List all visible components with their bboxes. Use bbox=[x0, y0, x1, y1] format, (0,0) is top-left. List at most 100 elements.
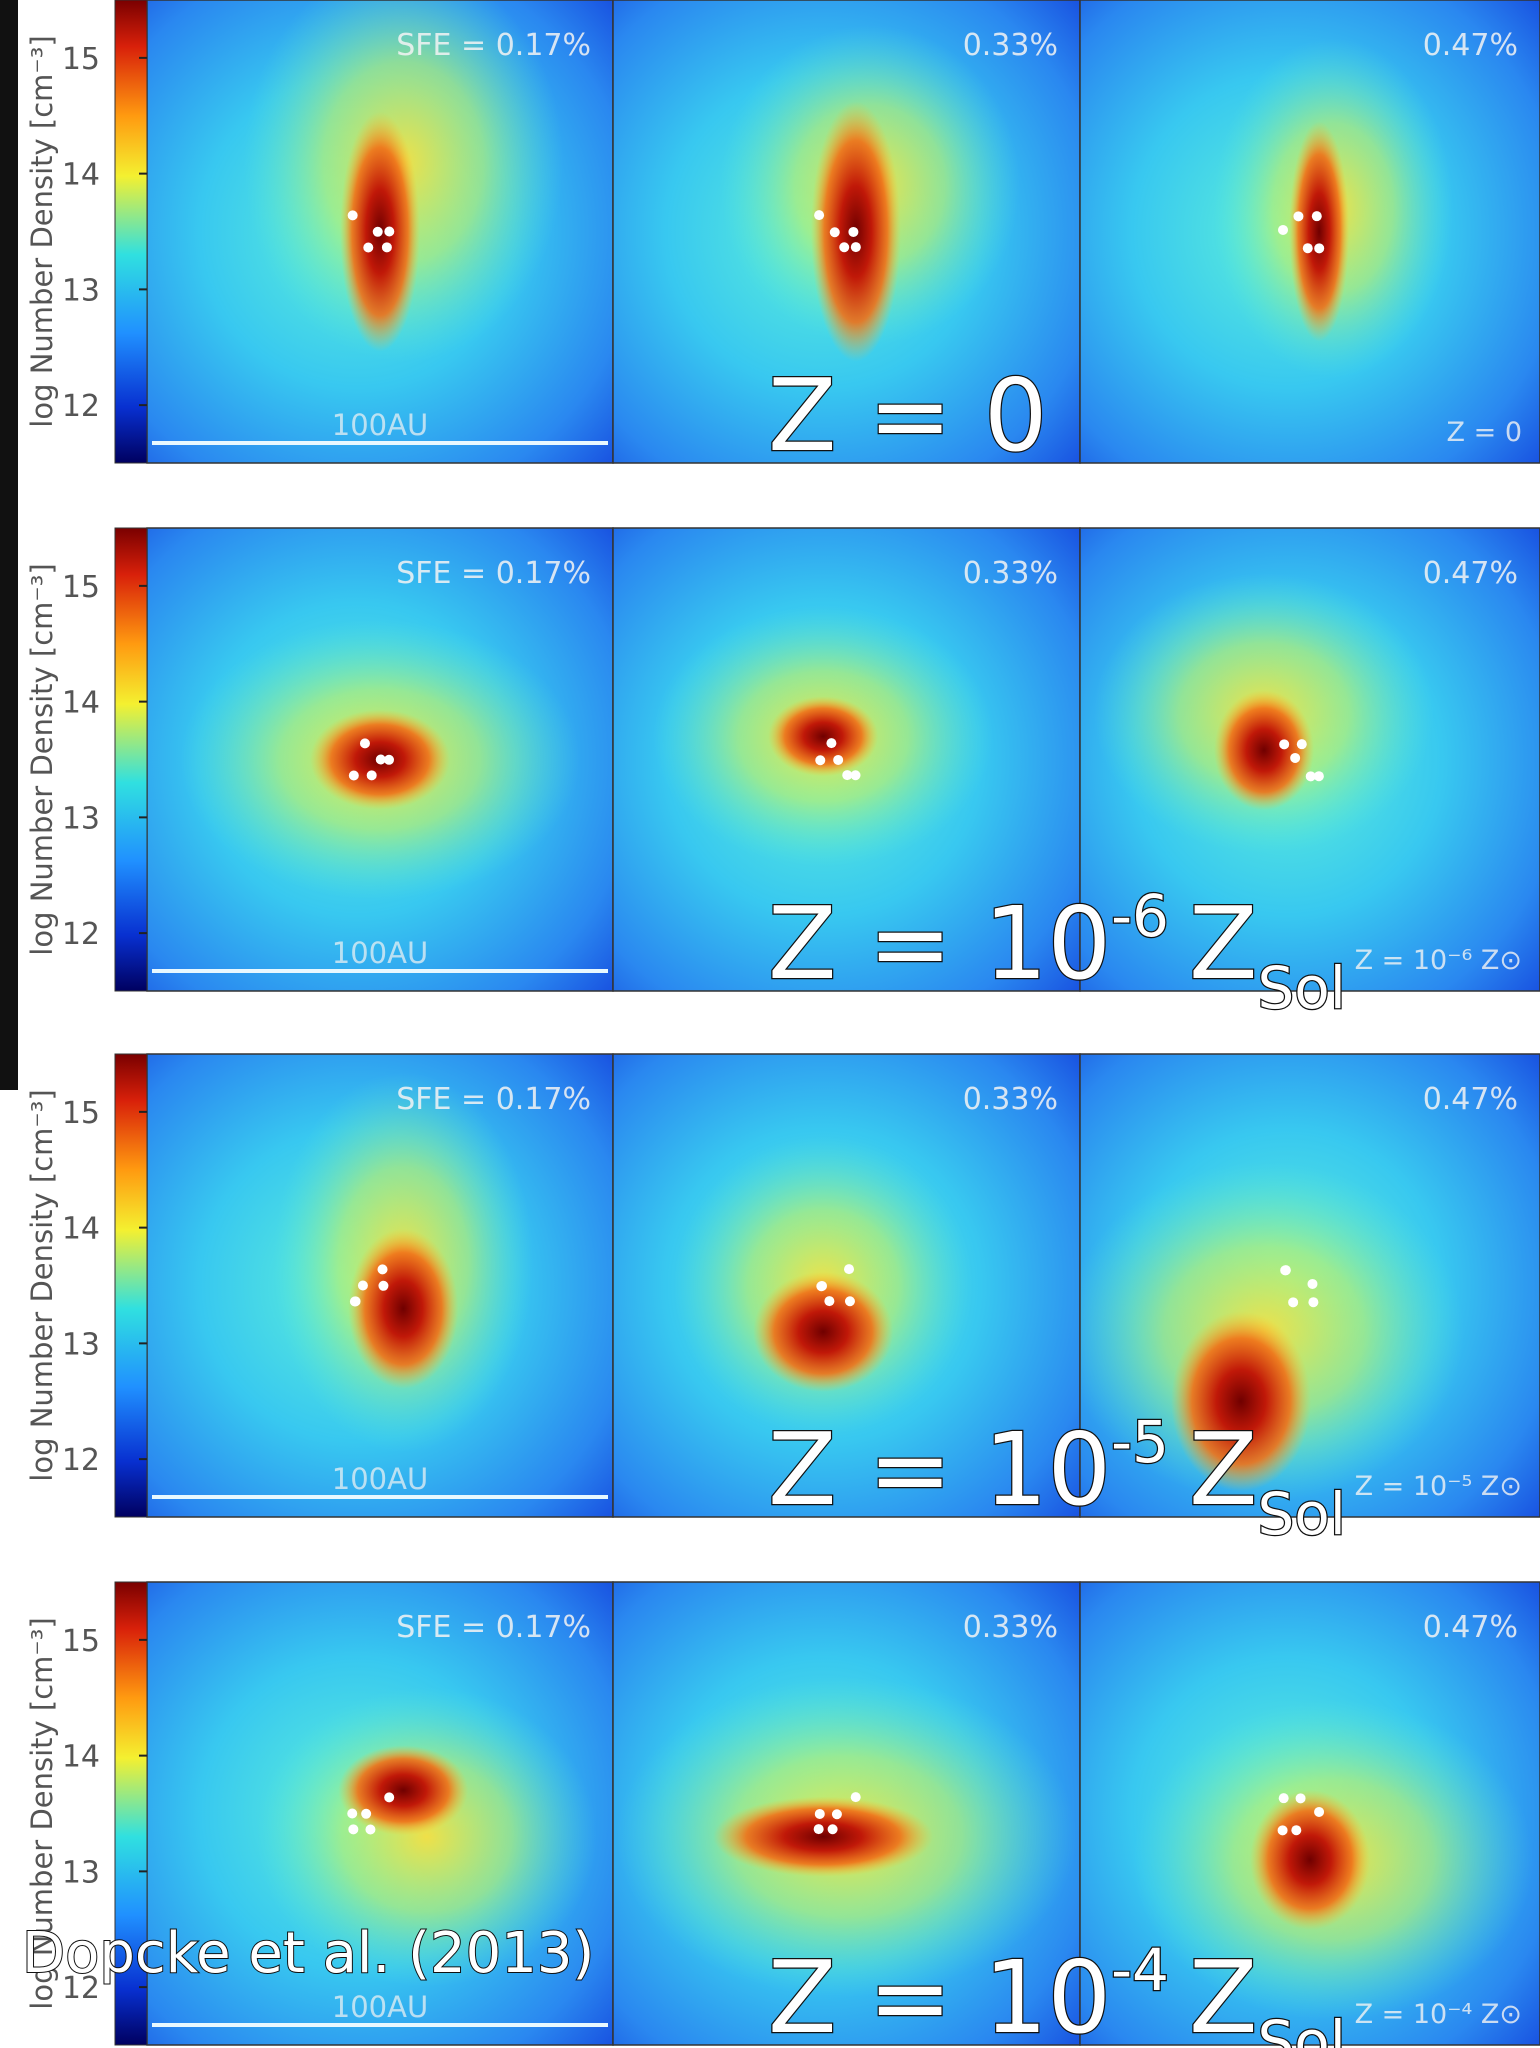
panel-image bbox=[1080, 1054, 1540, 1517]
colorbar-label: log Number Density [cm⁻³] bbox=[25, 35, 59, 427]
sink-particle bbox=[372, 226, 383, 237]
panel: SFE = 0.17% 100AU bbox=[146, 0, 614, 464]
panel: SFE = 0.17% 100AU bbox=[146, 1581, 614, 2046]
sink-particle bbox=[1302, 243, 1313, 254]
panel-image bbox=[147, 1582, 613, 2045]
colorbar-label: log Number Density [cm⁻³] bbox=[25, 1089, 59, 1481]
sink-particle bbox=[844, 1296, 855, 1307]
panel-label: 0.33% bbox=[963, 28, 1058, 63]
panel-label: 0.33% bbox=[963, 1082, 1058, 1117]
sink-particle bbox=[381, 242, 392, 253]
sink-particle bbox=[365, 1824, 376, 1835]
sink-particle bbox=[814, 210, 825, 221]
density-blob bbox=[1250, 1789, 1370, 1930]
sink-particle bbox=[842, 770, 853, 781]
panel-label: 0.33% bbox=[963, 1610, 1058, 1645]
panel-frame bbox=[1079, 0, 1540, 464]
overlay-base: Z = 10 bbox=[768, 1411, 1111, 1528]
sink-particle bbox=[1314, 243, 1325, 254]
colorbar-tick-label: 14 bbox=[62, 1212, 100, 1247]
sink-particle bbox=[1293, 211, 1304, 222]
panel-frame bbox=[1079, 1581, 1540, 2046]
density-blob bbox=[348, 1228, 459, 1389]
panel: 0.47% Z = 10⁻⁶ Z⊙ bbox=[1079, 527, 1540, 992]
colorbar-tick-label: 14 bbox=[62, 158, 100, 193]
sink-particle bbox=[384, 754, 395, 765]
overlay-unit: Z bbox=[1189, 1411, 1258, 1528]
sink-particle bbox=[347, 210, 358, 221]
overlay-exponent: -6 bbox=[1111, 882, 1169, 950]
sink-particle bbox=[375, 754, 386, 765]
colorbar-tick-label: 15 bbox=[62, 570, 100, 605]
panel: 0.47% Z = 0 bbox=[1079, 0, 1540, 464]
colorbar-tick-label: 13 bbox=[62, 801, 100, 836]
overlay-subscript: Sol bbox=[1257, 1480, 1345, 1548]
panel: SFE = 0.17% 100AU bbox=[146, 1053, 614, 1518]
colorbar-label: log Number Density [cm⁻³] bbox=[25, 563, 59, 955]
sink-particle bbox=[850, 770, 861, 781]
panel-image bbox=[147, 528, 613, 991]
colorbar-tick-label: 12 bbox=[62, 389, 100, 424]
sink-particle bbox=[839, 242, 850, 253]
panel: 0.47% Z = 10⁻⁵ Z⊙ bbox=[1079, 1053, 1540, 1518]
sink-particle bbox=[826, 738, 837, 749]
colorbar-tick-label: 13 bbox=[62, 1855, 100, 1890]
colorbar-tick-label: 12 bbox=[62, 1971, 100, 2006]
corner-label: Z = 10⁻⁶ Z⊙ bbox=[1355, 945, 1522, 976]
overlay-base: Z = 10 bbox=[768, 885, 1111, 1002]
corner-label: Z = 10⁻⁵ Z⊙ bbox=[1355, 1471, 1522, 1502]
metallicity-overlay: Z = 10-6 ZSol bbox=[768, 882, 1346, 1022]
sink-particle bbox=[1314, 1806, 1325, 1817]
overlay-unit: Z bbox=[1189, 885, 1258, 1002]
density-blob bbox=[1214, 690, 1314, 811]
panel: 0.33% bbox=[612, 0, 1081, 464]
metallicity-overlay: Z = 10-4 ZSol bbox=[768, 1936, 1346, 2048]
density-blob bbox=[768, 696, 879, 777]
colorbar-tick-label: 15 bbox=[62, 42, 100, 77]
colorbar-tick-label: 14 bbox=[62, 1740, 100, 1775]
sink-particle bbox=[1277, 1825, 1288, 1836]
sink-particle bbox=[384, 1792, 395, 1803]
sink-particle bbox=[850, 242, 861, 253]
overlay-base: Z = 0 bbox=[768, 357, 1048, 474]
sink-particle bbox=[1295, 1793, 1306, 1804]
sink-particle bbox=[829, 227, 840, 238]
sink-particle bbox=[347, 1808, 358, 1819]
sink-particle bbox=[361, 1808, 372, 1819]
panel: 0.33% bbox=[612, 527, 1081, 992]
sink-particle bbox=[359, 738, 370, 749]
panel-image bbox=[613, 1582, 1080, 2045]
overlay-subscript: Sol bbox=[1257, 2008, 1345, 2048]
density-blob bbox=[713, 1796, 934, 1877]
corner-label: Z = 10⁻⁴ Z⊙ bbox=[1355, 1999, 1522, 2030]
sink-particle bbox=[1278, 1793, 1289, 1804]
sink-particle bbox=[814, 1808, 825, 1819]
density-blob bbox=[1171, 1311, 1311, 1492]
corner-label: Z = 0 bbox=[1447, 417, 1522, 448]
panel-image bbox=[613, 1054, 1080, 1517]
panel-label: SFE = 0.17% bbox=[396, 1610, 591, 1645]
scale-bar-label: 100AU bbox=[332, 1990, 428, 2024]
sink-particle bbox=[817, 1280, 828, 1291]
panel-label: SFE = 0.17% bbox=[396, 1082, 591, 1117]
panel-image bbox=[1080, 528, 1540, 991]
overlay-exponent: -4 bbox=[1111, 1936, 1169, 2004]
sink-particle bbox=[1291, 1825, 1302, 1836]
sink-particle bbox=[1288, 1297, 1299, 1308]
sink-particle bbox=[357, 1280, 368, 1291]
sink-particle bbox=[833, 754, 844, 765]
panel-label: 0.47% bbox=[1423, 556, 1518, 591]
density-blob bbox=[1289, 121, 1350, 342]
panel-label: 0.47% bbox=[1423, 1082, 1518, 1117]
metallicity-overlay: Z = 10-5 ZSol bbox=[768, 1408, 1346, 1548]
density-blob bbox=[338, 1745, 469, 1836]
panel-image bbox=[147, 0, 613, 463]
colorbar-tick-label: 12 bbox=[62, 1443, 100, 1478]
sink-particle bbox=[1305, 771, 1316, 782]
scale-bar-label: 100AU bbox=[332, 936, 428, 970]
colorbar bbox=[114, 0, 148, 464]
colorbar bbox=[114, 1053, 148, 1518]
sink-particle bbox=[848, 226, 859, 237]
colorbar-tick-label: 13 bbox=[62, 1327, 100, 1362]
